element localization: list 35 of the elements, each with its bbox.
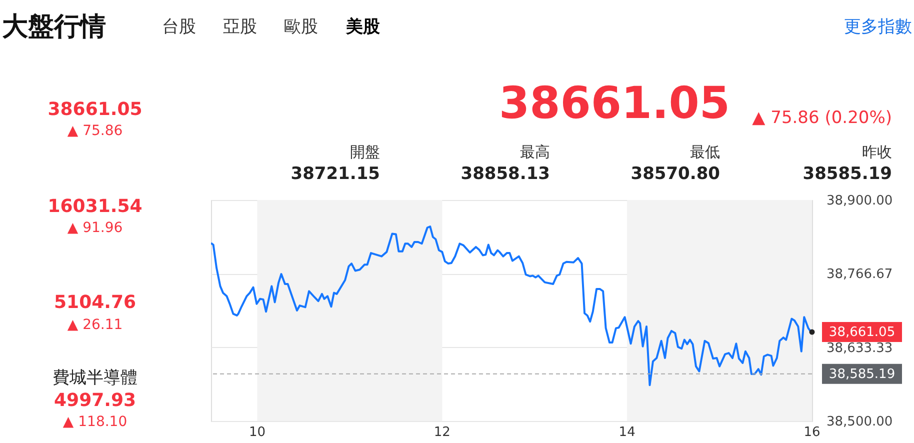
text: 最高 bbox=[520, 143, 550, 161]
ref-line-label: 38,585.19 bbox=[828, 366, 896, 382]
x-tick-label: 10 bbox=[248, 425, 266, 440]
text: ▲ 75.86 bbox=[67, 123, 123, 139]
text: 16031.54 bbox=[48, 196, 142, 217]
text: 更多指數 bbox=[844, 17, 912, 37]
text: 38721.15 bbox=[290, 164, 380, 184]
text: ▲ 118.10 bbox=[62, 414, 128, 430]
text: 38661.05 bbox=[48, 99, 142, 120]
text: 昨收 bbox=[862, 143, 892, 161]
text: ▲ 91.96 bbox=[67, 220, 123, 236]
text: 台股 bbox=[162, 17, 196, 37]
text: 最低 bbox=[690, 143, 720, 161]
text: 亞股 bbox=[223, 17, 257, 37]
text: 38570.80 bbox=[630, 164, 720, 184]
y-tick-label: 38,900.00 bbox=[826, 194, 893, 208]
x-tick-label: 12 bbox=[434, 425, 450, 440]
x-tick-label: 14 bbox=[618, 425, 636, 440]
annotation: 38,661.05 bbox=[828, 325, 896, 340]
text: 4997.93 bbox=[54, 390, 136, 411]
text: 38661.05 bbox=[498, 78, 730, 129]
text: 38858.13 bbox=[460, 164, 550, 184]
text: 5104.76 bbox=[54, 292, 136, 313]
chart-title: 大盤行情 bbox=[2, 12, 106, 42]
text: 費城半導體 bbox=[52, 368, 138, 388]
text: 開盤 bbox=[350, 143, 380, 161]
text: 歐股 bbox=[284, 17, 318, 37]
text: 38585.19 bbox=[802, 164, 892, 184]
y-tick-label: 38,766.67 bbox=[826, 267, 893, 282]
y-tick-label: 38,500.00 bbox=[826, 414, 893, 430]
x-tick-label: 16 bbox=[804, 425, 820, 440]
y-tick-label: 38,633.33 bbox=[826, 340, 893, 356]
text: 美股 bbox=[345, 17, 381, 37]
text: ▲ 26.11 bbox=[67, 317, 123, 333]
text: ▲ 75.86 (0.20%) bbox=[752, 108, 892, 128]
